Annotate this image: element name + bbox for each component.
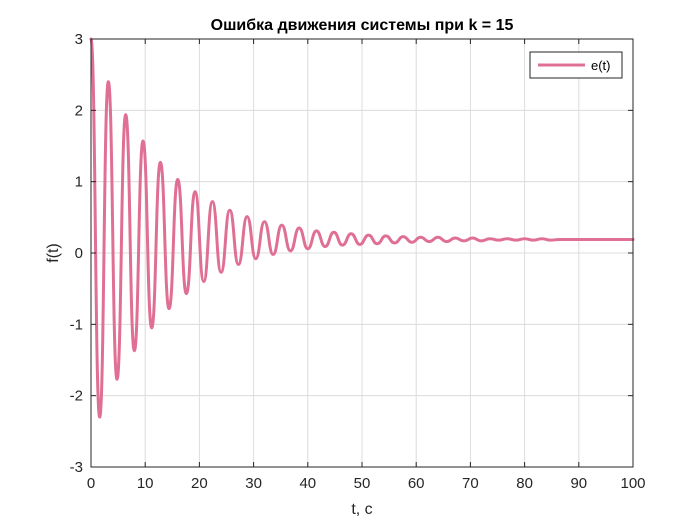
chart-title: Ошибка движения системы при k = 15	[211, 17, 514, 34]
y-tick-labels: 3 2 1 0 -1 -2 -3	[70, 31, 83, 476]
x-tick-label: 0	[87, 475, 95, 492]
x-tick-label: 70	[462, 475, 479, 492]
y-tick-label: 3	[75, 31, 83, 48]
axis-ticks	[90, 38, 634, 468]
y-tick-label: -1	[70, 316, 83, 333]
x-tick-label: 40	[299, 475, 316, 492]
legend-label-e: e(t)	[591, 58, 611, 73]
x-tick-label: 50	[354, 475, 371, 492]
x-tick-label: 20	[191, 475, 208, 492]
y-tick-label: 0	[75, 245, 83, 262]
x-tick-label: 100	[620, 475, 645, 492]
x-tick-label: 90	[570, 475, 587, 492]
legend: e(t)	[529, 51, 623, 79]
x-axis-label: t, c	[351, 501, 372, 518]
y-tick-label: -2	[70, 388, 83, 405]
x-tick-label: 60	[408, 475, 425, 492]
x-tick-label: 30	[245, 475, 262, 492]
y-tick-label: -3	[70, 459, 83, 476]
y-axis-label: f(t)	[45, 243, 62, 263]
series-line-e	[89, 37, 635, 419]
y-tick-label: 2	[75, 102, 83, 119]
y-tick-label: 1	[75, 174, 83, 191]
series-layer	[89, 37, 635, 419]
x-tick-label: 80	[516, 475, 533, 492]
x-tick-label: 10	[137, 475, 154, 492]
x-tick-labels: 0 10 20 30 40 50 60 70 80 90 100	[87, 475, 646, 492]
